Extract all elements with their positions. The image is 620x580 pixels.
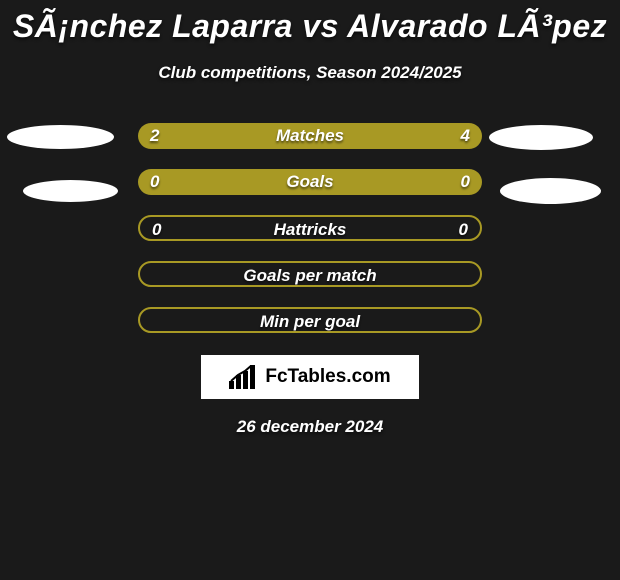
stat-bar: Goals0 0 <box>138 169 482 195</box>
decorative-ellipse <box>7 125 114 149</box>
stat-bar-label: Goals per match <box>140 263 480 287</box>
stat-bar-label: Hattricks <box>140 217 480 241</box>
stat-bar-label: Matches <box>138 123 482 149</box>
page-title: SÃ¡nchez Laparra vs Alvarado LÃ³pez <box>0 0 620 45</box>
logo-box: FcTables.com <box>201 355 419 399</box>
stat-rows: Matches24Goals00Hattricks00Goals per mat… <box>0 123 620 333</box>
subtitle: Club competitions, Season 2024/2025 <box>0 63 620 83</box>
date-text: 26 december 2024 <box>0 417 620 437</box>
decorative-ellipse <box>23 180 118 202</box>
stat-bar: Goals per match <box>138 261 482 287</box>
stat-bar: Matches2 4 <box>138 123 482 149</box>
stat-bar-left-value: 0 <box>152 217 161 241</box>
decorative-ellipse <box>500 178 601 204</box>
stat-bar-right-value: 0 <box>461 169 470 195</box>
stat-bar-left-value: 2 <box>150 123 159 149</box>
stat-bar-right-value: 0 <box>459 217 468 241</box>
stat-bar-label: Min per goal <box>140 309 480 333</box>
barchart-icon <box>229 365 259 389</box>
stat-bar-label: Goals <box>138 169 482 195</box>
stat-bar-right-value: 4 <box>461 123 470 149</box>
stat-bar-left-value: 0 <box>150 169 159 195</box>
logo-text: FcTables.com <box>265 366 390 388</box>
decorative-ellipse <box>489 125 593 150</box>
stat-bar: Hattricks0 0 <box>138 215 482 241</box>
stat-bar: Min per goal <box>138 307 482 333</box>
